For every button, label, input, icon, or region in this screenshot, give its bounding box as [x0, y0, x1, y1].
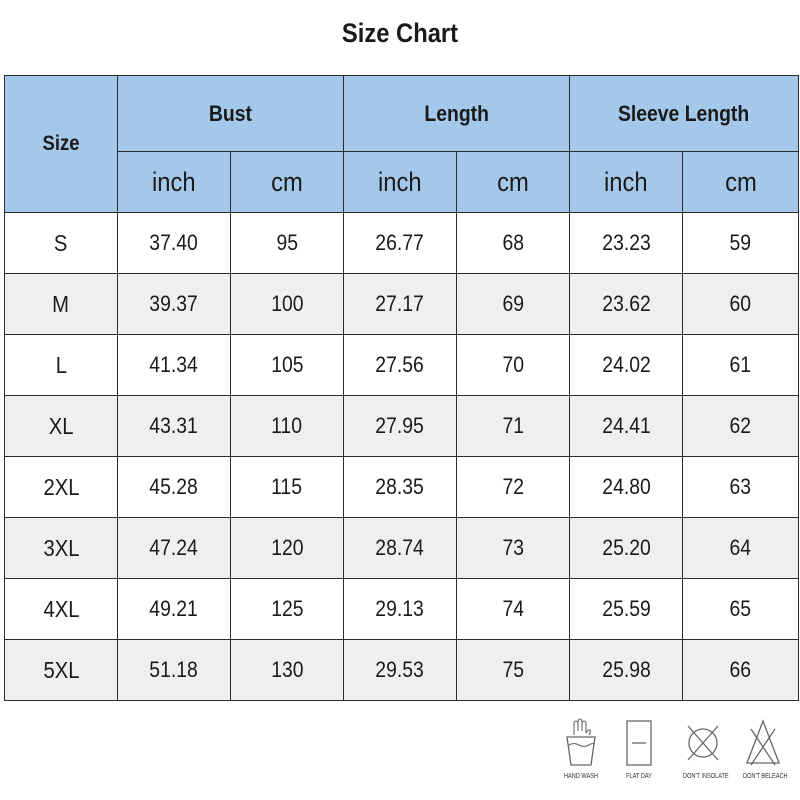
table-row: S 37.40 95 26.77 68 23.23 59: [4, 212, 800, 274]
unit-header: inch: [569, 151, 684, 213]
care-label: DON'T INSOLATE: [683, 773, 729, 780]
value-cell: 105: [229, 334, 345, 396]
value-cell: 23.62: [569, 273, 684, 335]
value-cell: 51.18: [117, 639, 231, 701]
unit-header: cm: [682, 151, 800, 213]
value-cell: 64: [682, 517, 800, 579]
value-cell: 95: [229, 212, 345, 274]
care-item-hand-wash: HAND WASH: [556, 715, 606, 780]
value-cell: 29.13: [343, 578, 458, 640]
value-cell: 65: [682, 578, 800, 640]
table-row: XL 43.31 110 27.95 71 24.41 62: [4, 395, 800, 457]
header-length: Length: [343, 75, 571, 152]
value-cell: 69: [456, 273, 571, 335]
table-body: S 37.40 95 26.77 68 23.23 59 M 39.37 100 27.17 69 23…: [4, 212, 800, 701]
value-cell: 43.31: [117, 395, 231, 457]
value-cell: 26.77: [343, 212, 458, 274]
value-cell: 39.37: [117, 273, 231, 335]
value-cell: 25.20: [569, 517, 684, 579]
value-cell: 27.56: [343, 334, 458, 396]
table-row: L 41.34 105 27.56 70 24.02 61: [4, 334, 800, 396]
page-title: Size Chart: [341, 18, 459, 48]
value-cell: 66: [682, 639, 800, 701]
value-cell: 25.59: [569, 578, 684, 640]
table-row: M 39.37 100 27.17 69 23.62 60: [4, 273, 800, 335]
header-bust: Bust: [116, 75, 345, 152]
value-cell: 29.53: [343, 639, 458, 701]
value-cell: 24.80: [569, 456, 684, 518]
value-cell: 41.34: [117, 334, 231, 396]
table-row: 5XL 51.18 130 29.53 75 25.98 66: [4, 639, 800, 701]
value-cell: 27.17: [343, 273, 458, 335]
header-sleeve-length: Sleeve Length: [569, 75, 800, 152]
table-row: 2XL 45.28 115 28.35 72 24.80 63: [4, 456, 800, 518]
size-cell: S: [4, 212, 118, 274]
value-cell: 71: [456, 395, 571, 457]
size-cell: 4XL: [4, 578, 118, 640]
care-label: HAND WASH: [563, 773, 599, 780]
value-cell: 120: [229, 517, 345, 579]
value-cell: 130: [229, 639, 345, 701]
value-cell: 61: [682, 334, 800, 396]
value-cell: 45.28: [117, 456, 231, 518]
unit-header: cm: [456, 151, 571, 213]
care-label: DON'T BELEACH: [743, 773, 788, 780]
care-label: FLAT DAY: [626, 773, 652, 780]
table-row: 3XL 47.24 120 28.74 73 25.20 64: [4, 517, 800, 579]
value-cell: 75: [456, 639, 571, 701]
header-size: Size: [4, 75, 118, 213]
value-cell: 25.98: [569, 639, 684, 701]
table-header: Size Bust Length Sleeve Length inch cm i…: [4, 75, 800, 213]
size-cell: 3XL: [4, 517, 118, 579]
value-cell: 23.23: [569, 212, 684, 274]
value-cell: 73: [456, 517, 571, 579]
value-cell: 49.21: [117, 578, 231, 640]
value-cell: 28.35: [343, 456, 458, 518]
size-cell: XL: [4, 395, 118, 457]
size-cell: 2XL: [4, 456, 118, 518]
care-item-do-not-insolate: DON'T INSOLATE: [678, 715, 729, 780]
value-cell: 28.74: [343, 517, 458, 579]
value-cell: 60: [682, 273, 800, 335]
value-cell: 59: [682, 212, 800, 274]
value-cell: 100: [229, 273, 345, 335]
value-cell: 37.40: [117, 212, 231, 274]
size-cell: M: [4, 273, 118, 335]
value-cell: 63: [682, 456, 800, 518]
unit-header: inch: [343, 151, 458, 213]
value-cell: 62: [682, 395, 800, 457]
value-cell: 72: [456, 456, 571, 518]
size-chart-table: Size Bust Length Sleeve Length inch cm i…: [4, 75, 800, 701]
do-not-bleach-icon: [746, 719, 780, 766]
value-cell: 70: [456, 334, 571, 396]
value-cell: 68: [456, 212, 571, 274]
value-cell: 24.41: [569, 395, 684, 457]
value-cell: 24.02: [569, 334, 684, 396]
care-item-flat-dry: FLAT DAY: [614, 715, 664, 780]
unit-header: inch: [117, 151, 231, 213]
value-cell: 47.24: [117, 517, 231, 579]
value-cell: 110: [229, 395, 345, 457]
hand-wash-icon: [566, 718, 596, 766]
care-item-do-not-bleach: DON'T BELEACH: [738, 715, 788, 780]
value-cell: 115: [229, 456, 345, 518]
unit-header: cm: [229, 151, 345, 213]
table-row: 4XL 49.21 125 29.13 74 25.59 65: [4, 578, 800, 640]
value-cell: 125: [229, 578, 345, 640]
size-cell: L: [4, 334, 118, 396]
value-cell: 74: [456, 578, 571, 640]
size-cell: 5XL: [4, 639, 118, 701]
value-cell: 27.95: [343, 395, 458, 457]
do-not-insolate-icon: [687, 725, 719, 761]
flat-dry-icon: [626, 720, 652, 766]
